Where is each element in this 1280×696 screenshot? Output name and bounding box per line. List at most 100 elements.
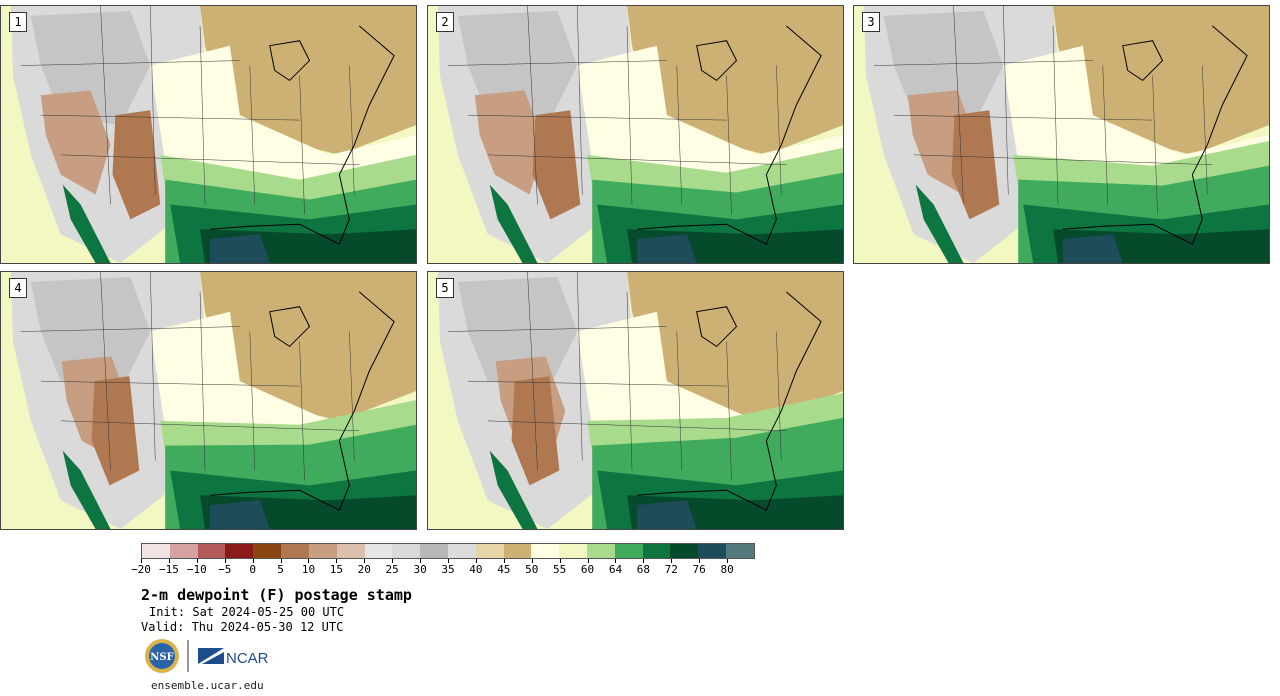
dewpoint-map: [1, 272, 416, 529]
colorbar-tick-mark: [448, 559, 449, 563]
colorbar-tick-mark: [587, 559, 589, 563]
colorbar-tick-label: 0: [249, 563, 256, 576]
colorbar-tick-mark: [727, 559, 729, 563]
colorbar-tick-mark: [475, 559, 477, 563]
dewpoint-colorbar: [141, 543, 755, 559]
init-time: Init: Sat 2024-05-25 00 UTC: [149, 605, 345, 619]
colorbar-tick-label: 10: [301, 563, 316, 576]
colorbar-tick-label: −20: [131, 563, 151, 576]
colorbar-swatch: [670, 544, 699, 558]
state-boundary-line: [467, 114, 727, 121]
baja-coastal-moisture: [915, 184, 964, 263]
great-lakes-outline: [269, 40, 311, 82]
state-boundary-line: [893, 114, 1153, 121]
figure-title: 2-m dewpoint (F) postage stamp: [141, 586, 412, 604]
nsf-logo: NSF: [145, 639, 179, 673]
state-boundary-line: [40, 114, 300, 121]
colorbar-tick-label: 72: [664, 563, 678, 576]
panel-number-label: 1: [9, 12, 27, 32]
dry-northeast-region: [1053, 6, 1269, 155]
state-boundary-line: [487, 154, 787, 166]
ncar-logo: NCAR: [198, 648, 269, 667]
colorbar-tick-mark: [364, 559, 366, 563]
colorbar-swatch: [197, 544, 226, 558]
colorbar-swatch: [225, 544, 254, 558]
state-boundary-line: [726, 341, 732, 481]
colorbar-swatch: [447, 544, 476, 558]
colorbar-swatch: [475, 544, 504, 558]
state-boundary-line: [1152, 75, 1158, 215]
state-boundary-line: [527, 6, 538, 205]
state-boundary-line: [953, 6, 964, 205]
colorbar-tick-mark: [224, 559, 226, 563]
great-lakes-outline: [696, 306, 738, 348]
colorbar-swatch: [142, 544, 170, 558]
colorbar-swatch: [559, 544, 587, 558]
state-boundary-line: [776, 331, 782, 461]
state-boundary-line: [1003, 6, 1009, 195]
colorbar-tick-label: 76: [692, 563, 706, 576]
colorbar-tick-label: 40: [469, 563, 483, 576]
panel-number-label: 5: [436, 278, 454, 298]
state-boundary-line: [60, 420, 360, 432]
colorbar-swatch: [587, 544, 615, 558]
dewpoint-map: [854, 6, 1269, 263]
colorbar-tick-label: 5: [277, 563, 284, 576]
gray-terrain-patch: [30, 276, 151, 392]
colorbar-tick-label: 55: [553, 563, 567, 576]
state-boundary-line: [100, 6, 111, 205]
state-boundary-line: [913, 154, 1213, 166]
great-lakes-outline: [696, 40, 738, 82]
colorbar-tick-mark: [252, 559, 254, 563]
state-boundary-line: [349, 65, 355, 195]
colorbar-tick-label: −10: [186, 563, 207, 576]
state-boundary-line: [447, 326, 667, 332]
state-boundary-line: [676, 65, 683, 205]
gulf-peak-moisture: [636, 500, 697, 529]
postage-stamp-panel-2: 2: [427, 5, 844, 264]
state-boundary-line: [60, 154, 360, 166]
state-boundary-line: [626, 25, 633, 205]
coastline: [636, 25, 822, 245]
colorbar-tick-mark: [643, 559, 645, 563]
state-boundary-line: [349, 331, 355, 461]
dry-northeast-region: [200, 6, 416, 155]
gulf-peak-moisture: [636, 234, 697, 263]
colorbar-swatch: [726, 544, 754, 558]
coastline: [209, 25, 395, 245]
colorbar-tick-mark: [141, 559, 142, 563]
colorbar-tick-label: 30: [413, 563, 427, 576]
state-boundary-line: [626, 291, 633, 471]
state-boundary-line: [249, 65, 256, 205]
colorbar-tick-labels: −20 −15 −10 −5 0 5 10 15 20 25 30 35 40 45 50 55 60 64 68 7…: [131, 559, 755, 579]
state-boundary-line: [487, 420, 787, 432]
great-lakes-outline: [269, 306, 311, 348]
plains-dry-patch: [91, 376, 140, 486]
colorbar-tick-label: 35: [441, 563, 455, 576]
postage-stamp-panel-5: 5: [427, 271, 844, 530]
colorbar-swatch: [364, 544, 393, 558]
state-boundary-line: [577, 272, 583, 461]
dewpoint-map: [428, 6, 843, 263]
colorbar-swatch: [308, 544, 337, 558]
colorbar-tick-mark: [196, 559, 198, 563]
colorbar-tick-label: 60: [580, 563, 595, 576]
colorbar-tick-mark: [615, 559, 617, 563]
colorbar-tick-label: 50: [525, 563, 539, 576]
state-boundary-line: [299, 75, 305, 215]
colorbar-tick-mark: [336, 559, 338, 563]
postage-stamp-panel-4: 4: [0, 271, 417, 530]
coastline: [636, 291, 822, 511]
state-boundary-line: [776, 65, 782, 195]
state-boundary-line: [20, 60, 240, 66]
moist-transition-region: [150, 45, 416, 205]
dewpoint-map: [1, 6, 416, 263]
colorbar-tick-label: 68: [636, 563, 650, 576]
colorbar-swatch: [281, 544, 309, 558]
baja-coastal-moisture: [62, 184, 111, 263]
state-boundary-line: [873, 60, 1093, 66]
state-boundary-line: [1102, 65, 1109, 205]
postage-stamp-panel-3: 3: [853, 5, 1270, 264]
gulf-peak-moisture: [1062, 234, 1123, 263]
colorbar-swatch: [503, 544, 532, 558]
